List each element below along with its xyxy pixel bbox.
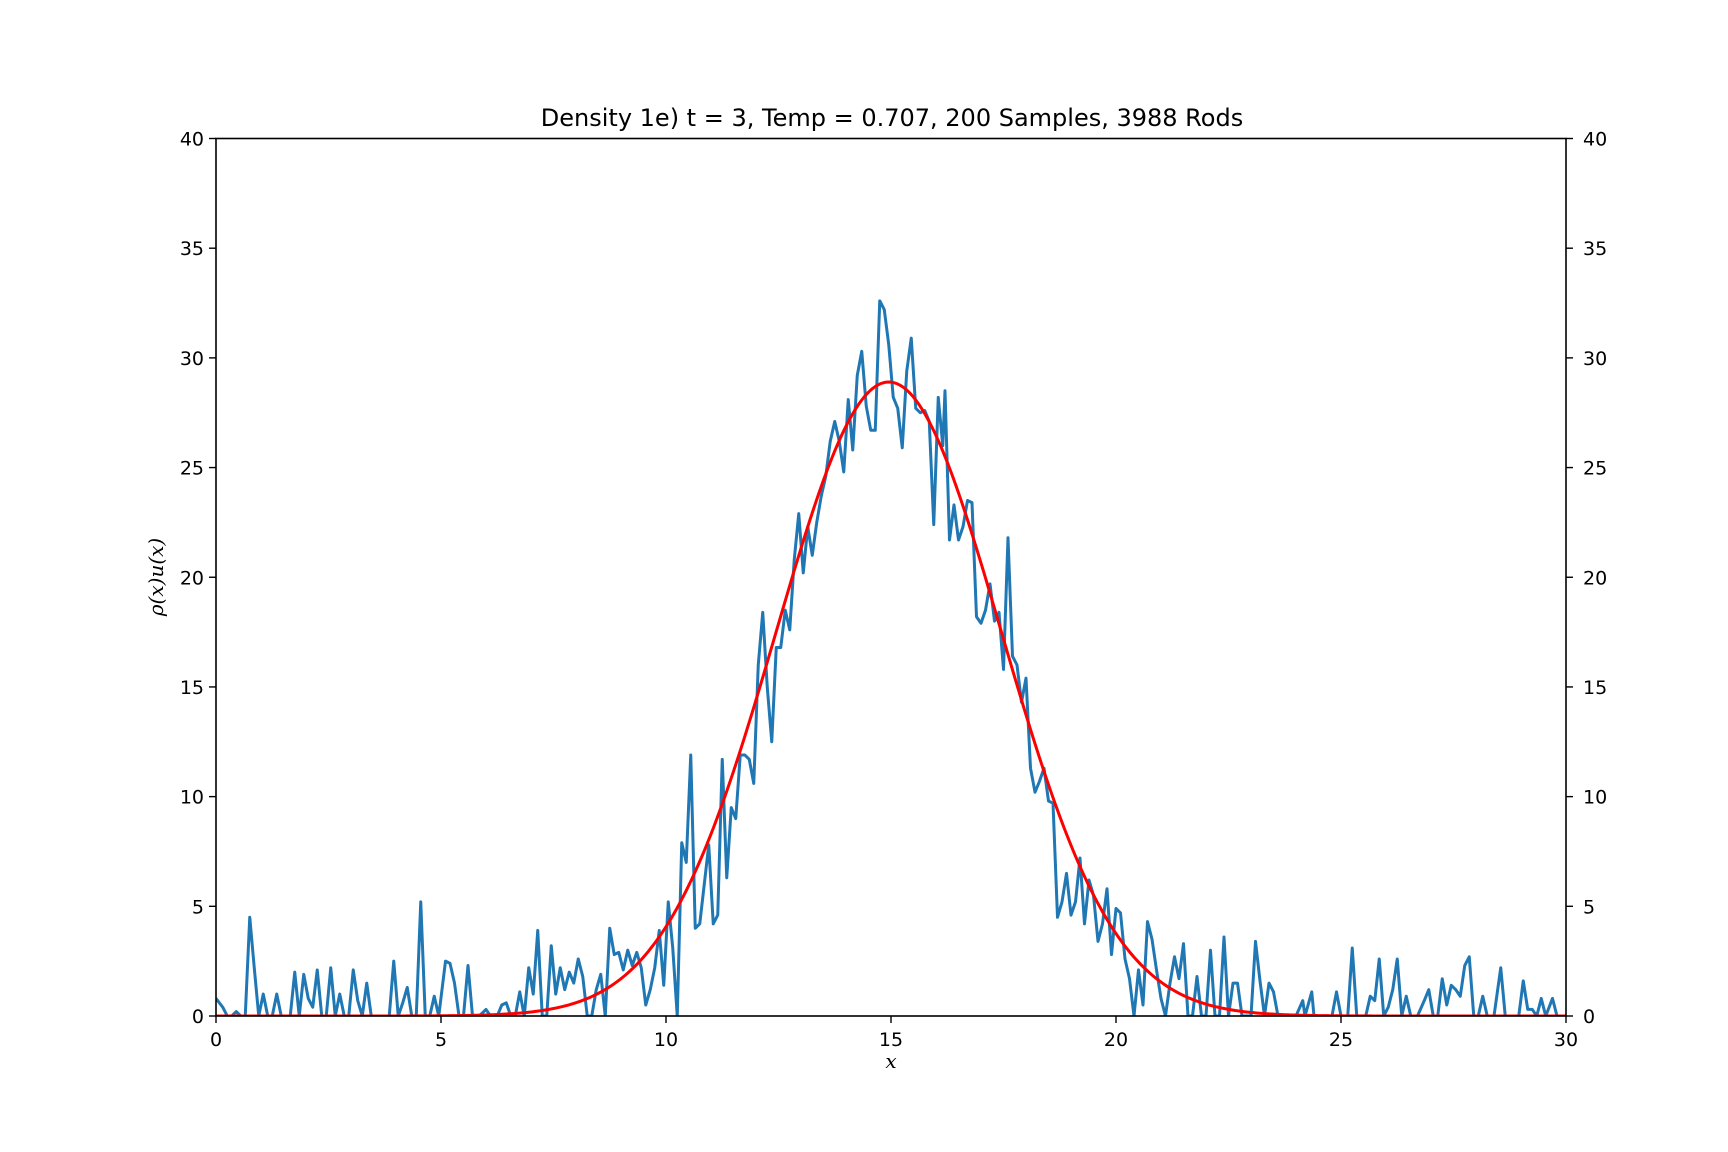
chart-title: Density 1e) t = 3, Temp = 0.707, 200 Sam… (541, 104, 1243, 132)
y-tick-label-right: 30 (1583, 348, 1607, 370)
y-tick-label-right: 15 (1583, 677, 1607, 699)
x-tick-label: 30 (1554, 1029, 1578, 1051)
series-line-1 (216, 299, 1566, 1016)
x-tick-label: 5 (435, 1029, 447, 1051)
y-tick-label-right: 25 (1583, 458, 1607, 480)
y-tick-label-left: 10 (180, 787, 204, 809)
y-tick-label-left: 5 (192, 896, 204, 918)
y-tick-label-right: 10 (1583, 787, 1607, 809)
y-tick-label-left: 0 (192, 1006, 204, 1028)
x-tick-label: 15 (879, 1029, 903, 1051)
y-tick-label-right: 20 (1583, 567, 1607, 589)
y-tick-label-left: 20 (180, 567, 204, 589)
y-tick-label-right: 35 (1583, 238, 1607, 260)
y-tick-label-left: 15 (180, 677, 204, 699)
series-line-2 (216, 380, 1566, 1016)
y-tick-label-right: 0 (1583, 1006, 1595, 1028)
x-tick-label: 0 (210, 1029, 222, 1051)
y-tick-label-right: 40 (1583, 129, 1607, 151)
plot-frame (215, 137, 1567, 1017)
y-axis-label: ρ(x)u(x) (144, 538, 168, 617)
x-tick-label: 10 (654, 1029, 678, 1051)
y-tick-label-left: 35 (180, 238, 204, 260)
y-tick-label-right: 5 (1583, 896, 1595, 918)
y-tick-label-left: 25 (180, 458, 204, 480)
plot-area (216, 299, 1566, 1016)
y-tick-label-left: 30 (180, 348, 204, 370)
x-axis-label: x (885, 1049, 896, 1073)
y-tick-label-left: 40 (180, 129, 204, 151)
x-tick-label: 25 (1329, 1029, 1353, 1051)
x-tick-label: 20 (1104, 1029, 1128, 1051)
